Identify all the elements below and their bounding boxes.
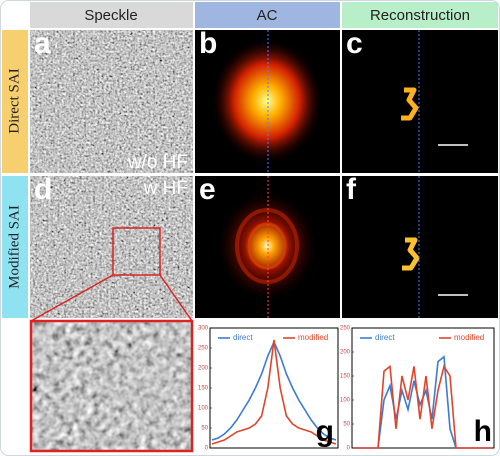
annotation: w/o HF <box>127 152 188 173</box>
header-bg <box>342 2 498 28</box>
zoom-box <box>112 227 161 276</box>
column-header: Speckle <box>84 7 137 24</box>
y-tick-label: 200 <box>340 350 351 356</box>
y-tick-label: 0 <box>205 446 209 452</box>
row-bg <box>2 176 28 318</box>
ac-blob <box>217 191 317 301</box>
y-tick-label: 200 <box>198 366 209 372</box>
zoom-line <box>159 274 193 322</box>
y-tick-label: 50 <box>201 426 208 432</box>
legend-label: direct <box>233 333 253 342</box>
plot-area <box>351 327 495 449</box>
speckle-image <box>30 176 193 318</box>
annotation: w HF <box>143 178 188 199</box>
zoom-image <box>30 321 193 452</box>
ac-ring <box>235 208 299 284</box>
speckle-image <box>30 30 193 173</box>
recon-image <box>342 30 498 173</box>
recon-shape <box>402 237 420 271</box>
y-tick-label: 100 <box>340 398 351 404</box>
y-tick-label: 100 <box>198 406 209 412</box>
panel-label: e <box>199 173 216 206</box>
ac-blob <box>212 39 322 163</box>
y-tick-label: 150 <box>198 386 209 392</box>
y-tick-label: 150 <box>340 374 351 380</box>
panel-label: f <box>346 173 357 206</box>
panel-label: d <box>34 173 52 206</box>
y-tick-label: 0 <box>347 446 351 452</box>
legend-label: modified <box>298 333 328 342</box>
recon-image <box>342 176 498 318</box>
row-label: Modified SAI <box>6 205 22 289</box>
zoom-border <box>29 319 194 453</box>
column-header: Reconstruction <box>370 7 470 24</box>
panel-label: c <box>346 27 363 60</box>
column-header: AC <box>257 7 278 24</box>
y-tick-label: 250 <box>340 326 351 332</box>
row-label: Direct SAI <box>6 68 22 133</box>
y-tick-label: 250 <box>198 346 209 352</box>
y-tick-label: 50 <box>343 422 350 428</box>
series-line <box>354 364 492 449</box>
zoom-line <box>30 274 114 322</box>
ac-ring <box>247 222 287 270</box>
row-bg <box>2 30 28 173</box>
header-bg <box>30 2 193 28</box>
legend-label: direct <box>375 333 395 342</box>
recon-shape <box>401 87 419 121</box>
legend-label: modified <box>454 333 484 342</box>
panel-label: g <box>316 415 334 448</box>
panel-label: b <box>199 27 217 60</box>
panel-label: h <box>474 415 492 448</box>
panel-label: a <box>34 27 51 60</box>
y-tick-label: 300 <box>198 326 209 332</box>
series-line <box>211 339 337 445</box>
header-bg <box>195 2 340 28</box>
charts: 0 50 100 150 200 250 300 direct modified 0 50 100 15… <box>198 326 495 452</box>
